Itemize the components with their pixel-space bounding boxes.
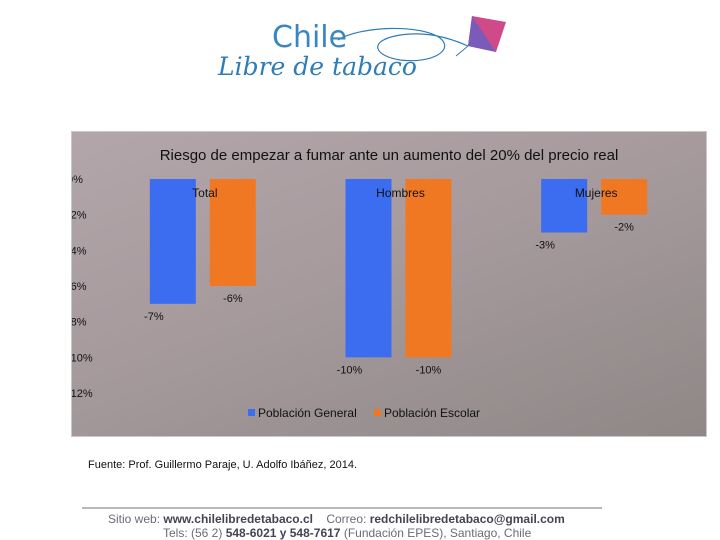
bar-total-escolar [209,179,256,286]
data-label: -10% [416,364,442,376]
chart-title: Riesgo de empezar a fumar ante un aument… [160,147,619,164]
bar-mujeres-escolar [601,179,648,215]
kite-swirl-icon [337,16,506,62]
legend-swatch [374,409,381,416]
y-tick-label: -4% [72,245,87,257]
data-label: -7% [144,311,164,323]
chart-panel: Riesgo de empezar a fumar ante un aument… [71,131,707,437]
y-tick-label: -10% [72,352,93,364]
footer-divider [82,507,602,509]
bar-total-general [149,179,196,304]
tel-values: 548-6021 y 548-7617 [225,526,341,540]
tel-suffix: (Fundación EPES), Santiago, Chile [343,526,532,540]
bar-hombres-general [345,179,392,358]
legend-label: Población Escolar [384,406,480,420]
web-label: Sitio web: [108,512,161,526]
y-tick-label: -12% [72,388,93,400]
data-label: -2% [614,222,634,234]
logo: Chile Libre de tabaco [210,12,510,84]
bar-chart: Riesgo de empezar a fumar ante un aument… [72,147,648,420]
y-tick-label: -8% [72,317,87,329]
logo-title: Chile [272,20,348,55]
web-link[interactable]: www.chilelibredetabaco.cl [163,512,313,526]
y-tick-label: 0% [72,174,83,186]
source-note: Fuente: Prof. Guillermo Paraje, U. Adolf… [88,459,358,471]
logo-subtitle: Libre de tabaco [218,52,417,81]
legend-label: Población General [258,406,357,420]
y-tick-label: -6% [72,281,87,293]
data-label: -10% [337,364,363,376]
footer: Sitio web: www.chilelibredetabaco.cl Cor… [108,512,565,540]
legend-swatch [248,409,255,416]
bar-mujeres-general [541,179,588,233]
category-label: Mujeres [575,186,618,200]
category-label: Hombres [376,186,425,200]
mail-label: Correo: [326,512,367,526]
mail-link[interactable]: redchilelibredetabaco@gmail.com [369,512,565,526]
data-label: -6% [223,293,243,305]
category-label: Total [192,186,217,200]
bar-hombres-escolar [405,179,452,358]
tel-label: Tels: (56 2) [163,526,223,540]
data-label: -3% [535,240,555,252]
y-tick-label: -2% [72,210,87,222]
